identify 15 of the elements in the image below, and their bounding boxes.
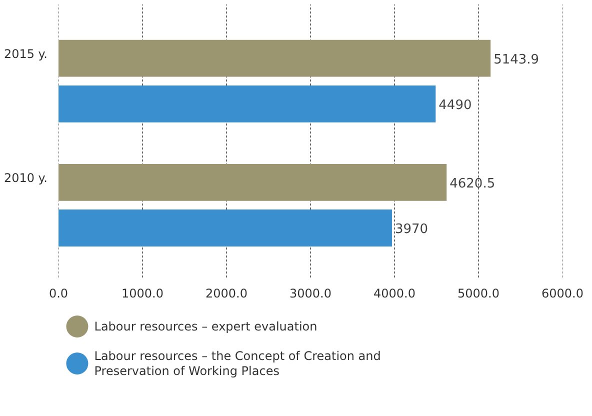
x-tick-label: 5000.0 <box>458 286 500 300</box>
legend-label: Labour resources – expert evaluation <box>94 320 318 334</box>
x-tick-label: 0.0 <box>48 286 68 300</box>
legend-label: Labour resources – the Concept of Creation and Preservation of Working Places <box>94 348 381 378</box>
data-label: 5143.9 <box>494 52 540 68</box>
y-tick-label: 2010 y. <box>4 171 48 186</box>
y-tick-label: 2015 y. <box>4 47 48 62</box>
x-tick-label: 4000.0 <box>374 286 416 300</box>
data-label: 3970 <box>394 222 428 238</box>
data-label: 4620.5 <box>450 176 496 192</box>
x-tick-label: 6000.0 <box>542 286 584 300</box>
data-label: 4490 <box>438 98 472 113</box>
x-tick-label: 1000.0 <box>122 286 164 300</box>
x-tick-label: 2000.0 <box>206 286 248 300</box>
x-tick-label: 3000.0 <box>290 286 332 300</box>
